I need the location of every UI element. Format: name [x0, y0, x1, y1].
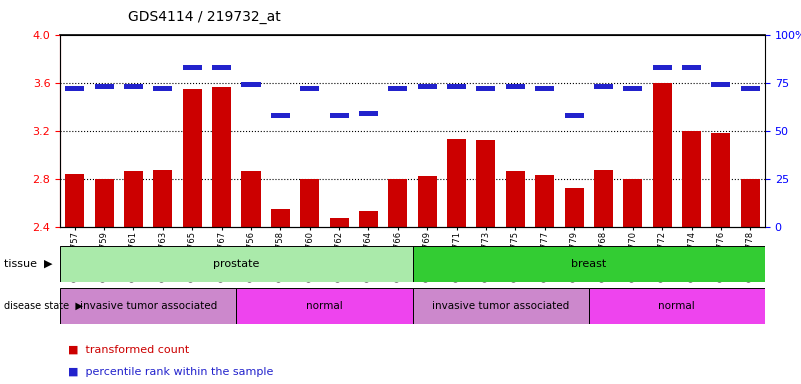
Text: normal: normal — [658, 301, 695, 311]
Bar — [300, 86, 320, 91]
Bar — [447, 139, 466, 227]
Bar — [65, 174, 84, 227]
Text: normal: normal — [306, 301, 343, 311]
Text: prostate: prostate — [213, 259, 260, 269]
Bar — [271, 113, 290, 118]
Bar — [565, 188, 584, 227]
Bar — [241, 171, 260, 227]
Bar — [505, 171, 525, 227]
Bar — [60, 288, 236, 324]
Bar — [183, 89, 202, 227]
Text: tissue  ▶: tissue ▶ — [4, 259, 53, 269]
Bar — [594, 170, 613, 227]
Bar — [535, 86, 554, 91]
Bar — [589, 288, 765, 324]
Bar — [153, 170, 172, 227]
Bar — [653, 65, 672, 70]
Bar — [535, 175, 554, 227]
Text: disease state  ▶: disease state ▶ — [4, 301, 83, 311]
Text: GDS4114 / 219732_at: GDS4114 / 219732_at — [128, 10, 281, 23]
Bar — [682, 65, 701, 70]
Text: invasive tumor associated: invasive tumor associated — [432, 301, 570, 311]
Bar — [212, 87, 231, 227]
Bar — [711, 133, 731, 227]
Text: ■  transformed count: ■ transformed count — [68, 344, 189, 354]
Bar — [388, 86, 408, 91]
Bar — [477, 140, 496, 227]
Bar — [236, 288, 413, 324]
Bar — [682, 131, 701, 227]
Bar — [711, 82, 731, 87]
Bar — [300, 179, 320, 227]
Bar — [417, 176, 437, 227]
Bar — [153, 86, 172, 91]
Bar — [388, 179, 408, 227]
Bar — [124, 171, 143, 227]
Bar — [124, 84, 143, 89]
Bar — [329, 113, 348, 118]
Bar — [505, 84, 525, 89]
Bar — [413, 246, 765, 282]
Bar — [95, 179, 114, 227]
Bar — [359, 211, 378, 227]
Bar — [417, 84, 437, 89]
Bar — [271, 209, 290, 227]
Bar — [594, 84, 613, 89]
Bar — [741, 179, 760, 227]
Bar — [329, 218, 348, 227]
Bar — [95, 84, 114, 89]
Bar — [359, 111, 378, 116]
Bar — [477, 86, 496, 91]
Bar — [653, 83, 672, 227]
Text: ■  percentile rank within the sample: ■ percentile rank within the sample — [68, 367, 273, 377]
Text: breast: breast — [571, 259, 606, 269]
Bar — [565, 113, 584, 118]
Bar — [212, 65, 231, 70]
Bar — [741, 86, 760, 91]
Text: invasive tumor associated: invasive tumor associated — [79, 301, 217, 311]
Bar — [241, 82, 260, 87]
Bar — [623, 86, 642, 91]
Bar — [447, 84, 466, 89]
Bar — [623, 179, 642, 227]
Bar — [65, 86, 84, 91]
Bar — [413, 288, 589, 324]
Bar — [183, 65, 202, 70]
Bar — [60, 246, 413, 282]
